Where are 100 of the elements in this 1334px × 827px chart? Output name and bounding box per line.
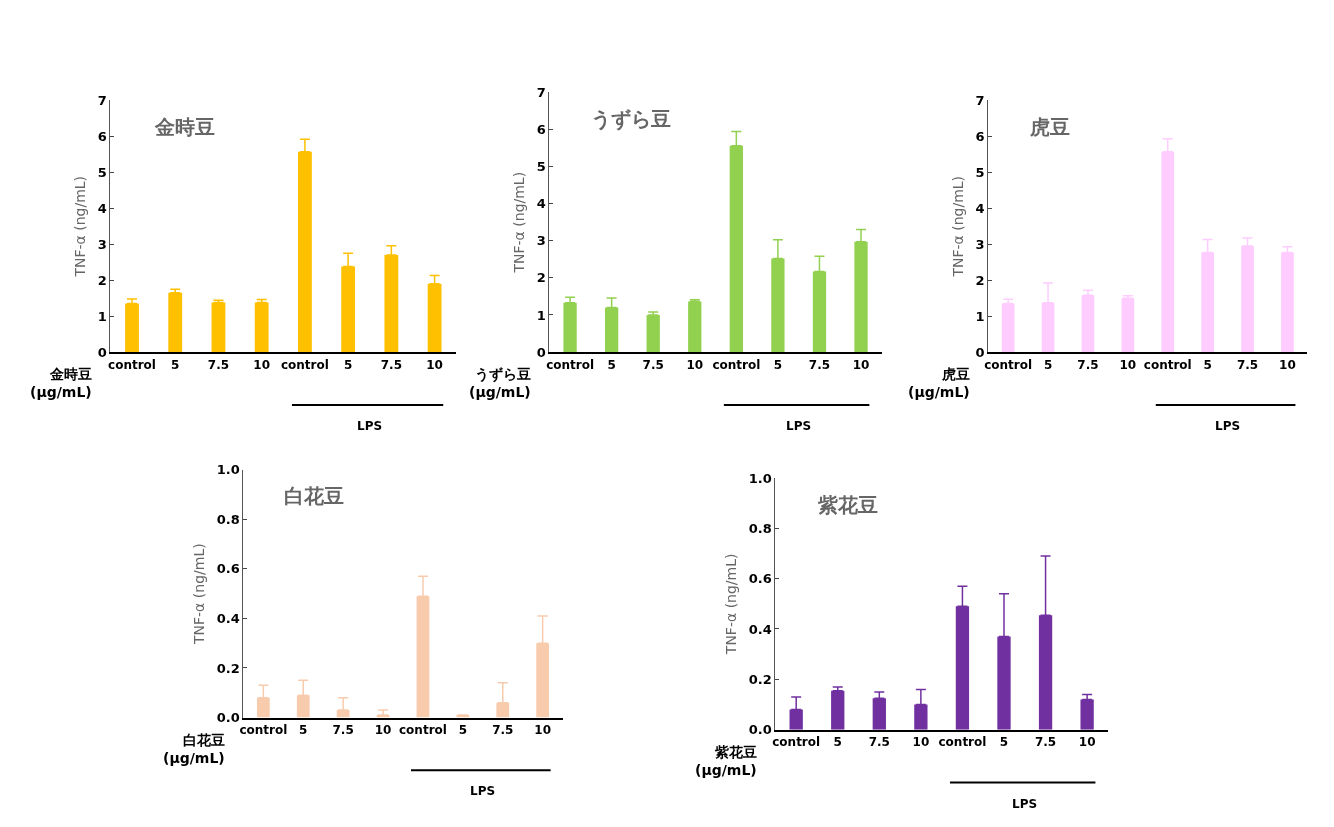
y-tick-label: 0.6 [748, 571, 772, 587]
text: 白花豆 [284, 484, 344, 508]
y-tick-label: 1 [536, 307, 546, 323]
bar [831, 690, 845, 730]
x-tick-label: 10 [912, 735, 930, 750]
x-tick-label: 10 [1119, 357, 1137, 372]
x-tick-label: control [938, 735, 987, 750]
x-tick-label: 7.5 [492, 722, 514, 737]
x-tick-label: 7.5 [207, 357, 230, 372]
x-tick-label: 10 [374, 722, 392, 737]
text: LPS [1012, 797, 1038, 811]
x-tick-label: 5 [607, 357, 616, 372]
bar [1121, 298, 1135, 353]
y-axis-title: TNF-α (ng/mL) [511, 171, 528, 274]
x-tick-label: 10 [426, 357, 443, 372]
x-tick-label: 5 [999, 735, 1009, 750]
y-tick-label: 4 [975, 200, 985, 216]
y-tick-label: 6 [975, 128, 985, 144]
x-tick-label: 5 [773, 357, 783, 372]
x-tick-label: 7.5 [642, 357, 664, 372]
text: LPS [1215, 419, 1241, 433]
x-tick-label: 5 [343, 357, 353, 372]
y-tick-label: 1.0 [216, 462, 240, 478]
y-tick-label: 5 [975, 164, 985, 180]
y-tick-label: 0.4 [216, 610, 240, 626]
y-tick-label: 6 [536, 121, 546, 137]
y-tick-label: 0.8 [216, 511, 240, 527]
x-tick-label: control [398, 722, 447, 737]
x-tick-label: 5 [833, 735, 842, 750]
y-tick-label: 0.6 [216, 561, 240, 577]
x-tick-label: control [280, 357, 329, 372]
x-tick-label: control [712, 357, 761, 372]
y-tick-label: 0.0 [216, 710, 240, 726]
x-tick-label: 10 [1078, 735, 1096, 750]
text: 虎豆 [1029, 115, 1070, 139]
x-axis-title: うずら豆 (μg/mL) [469, 366, 531, 401]
x-tick-label: 5 [1203, 357, 1212, 372]
y-tick-label: 3 [975, 236, 985, 252]
x-axis-title: 金時豆 (μg/mL) [30, 366, 92, 401]
y-tick-label: 3 [97, 236, 107, 252]
x-tick-label: 5 [1043, 357, 1053, 372]
text: 紫花豆 [817, 493, 878, 517]
y-tick-label: 0 [975, 344, 985, 360]
text: LPS [357, 419, 383, 433]
x-axis-title: 白花豆 (μg/mL) [163, 732, 225, 767]
y-axis-title: TNF-α (ng/mL) [191, 543, 208, 645]
y-tick-label: 0.4 [748, 621, 772, 637]
x-tick-label: control [1143, 357, 1192, 372]
y-tick-label: 7 [536, 84, 546, 100]
y-tick-label: 0 [536, 344, 546, 360]
x-tick-label: 5 [299, 722, 308, 737]
bar [168, 292, 183, 353]
bar [211, 302, 226, 353]
y-tick-label: 5 [536, 159, 546, 175]
y-tick-label: 4 [97, 200, 107, 216]
x-tick-label: 10 [534, 722, 551, 737]
y-tick-label: 1.0 [748, 470, 772, 486]
y-tick-label: 0.0 [748, 722, 772, 738]
y-tick-label: 3 [536, 233, 546, 249]
bar [688, 301, 702, 353]
y-axis-title: TNF-α (ng/mL) [723, 553, 740, 656]
x-tick-label: 7.5 [1034, 735, 1057, 750]
x-tick-label: 7.5 [1236, 357, 1259, 372]
x-tick-label: 10 [852, 357, 870, 372]
x-tick-label: control [984, 357, 1033, 372]
x-tick-label: 7.5 [868, 735, 890, 750]
y-tick-label: 0 [97, 344, 107, 360]
bar [254, 302, 269, 353]
y-tick-label: 5 [97, 164, 107, 180]
x-tick-label: 5 [171, 357, 180, 372]
x-tick-label: 5 [458, 722, 468, 737]
x-tick-label: control [239, 722, 288, 737]
x-tick-label: 10 [253, 357, 271, 372]
x-tick-label: control [108, 357, 156, 372]
y-tick-label: 2 [536, 270, 546, 286]
x-tick-label: control [546, 357, 595, 372]
y-tick-label: 1 [97, 308, 107, 324]
x-axis-title: 紫花豆 (μg/mL) [695, 744, 757, 779]
y-tick-label: 0.2 [216, 660, 240, 676]
x-tick-label: 10 [1279, 357, 1296, 372]
y-tick-label: 2 [97, 272, 107, 288]
text: LPS [786, 419, 812, 433]
y-tick-label: 0.2 [748, 671, 772, 687]
y-tick-label: 7 [975, 92, 985, 108]
y-tick-label: 7 [97, 92, 107, 108]
y-axis-title: TNF-α (ng/mL) [950, 175, 967, 278]
x-tick-label: control [772, 735, 821, 750]
text: うずら豆 [591, 107, 671, 131]
y-axis-title: TNF-α (ng/mL) [72, 175, 89, 278]
x-tick-label: 7.5 [380, 357, 402, 372]
bar [646, 314, 660, 353]
x-tick-label: 7.5 [1077, 357, 1099, 372]
y-tick-label: 6 [97, 128, 107, 144]
y-tick-label: 0.8 [748, 520, 772, 536]
text: 金時豆 [154, 115, 215, 139]
x-tick-label: 7.5 [332, 722, 354, 737]
x-tick-label: 7.5 [808, 357, 831, 372]
y-tick-label: 4 [536, 196, 546, 212]
x-tick-label: 10 [686, 357, 704, 372]
y-tick-label: 1 [975, 308, 985, 324]
